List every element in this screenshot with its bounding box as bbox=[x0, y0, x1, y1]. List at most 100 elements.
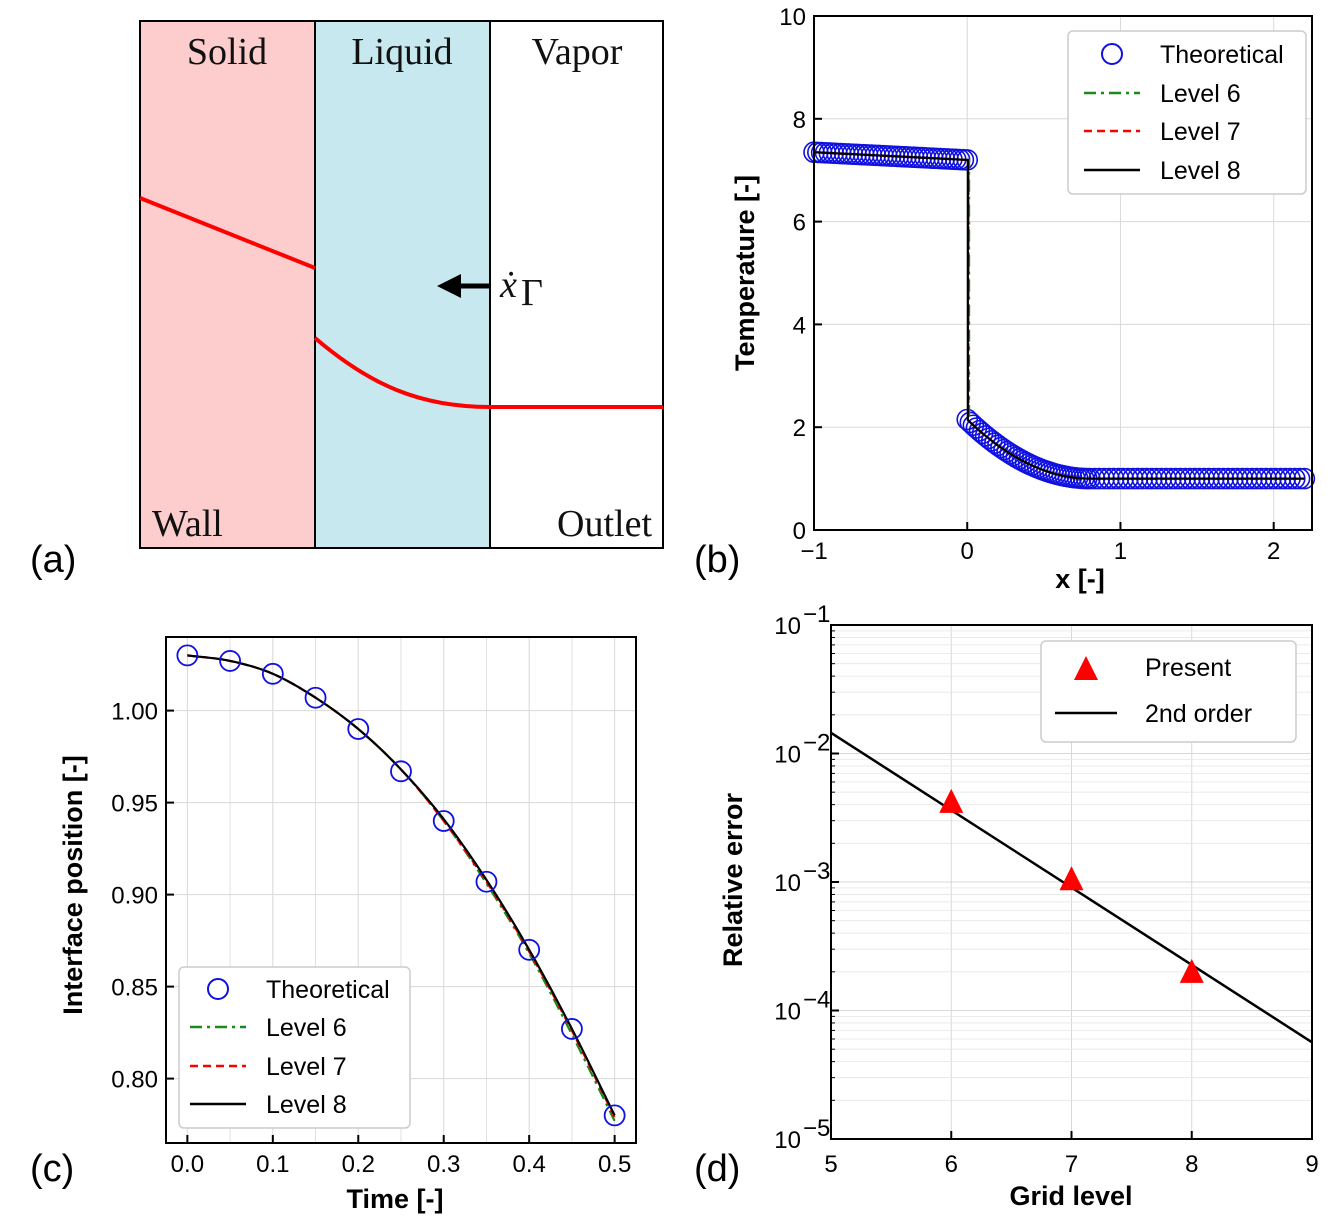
outlet-label: Outlet bbox=[557, 503, 652, 545]
panel-d-x-tick-label: 9 bbox=[1305, 1151, 1318, 1178]
panel-d-legend: Present 2nd order bbox=[1040, 640, 1297, 743]
panel-c-y-tick-label: 0.85 bbox=[111, 975, 158, 1002]
theoretical-marker bbox=[261, 662, 284, 685]
theoretical-marker bbox=[603, 1104, 626, 1127]
theoretical-marker bbox=[390, 760, 412, 783]
theoretical-marker bbox=[561, 1018, 583, 1040]
panel-c-interface-chart: 0.0 0.1 0.2 0.3 0.4 0.5 0.80 0.85 0.90 0.95 1.00 T… bbox=[30, 636, 637, 1214]
legend-level7-label: Level 7 bbox=[1160, 118, 1241, 146]
panel-c-y-tick-label: 0.95 bbox=[111, 791, 158, 818]
panel-c-legend: Theoretical Level 6 Level 7 Level 8 bbox=[178, 966, 411, 1129]
interface-velocity-label: ẋ bbox=[499, 264, 517, 306]
panel-b-frame bbox=[813, 15, 1313, 531]
panel-b-y-tick-label: 8 bbox=[793, 107, 806, 134]
panel-d-data-marks bbox=[830, 731, 1313, 1044]
panel-a-frame bbox=[139, 20, 664, 549]
legend-present-marker bbox=[1074, 656, 1098, 680]
panel-d-y-tick-label: 10 bbox=[774, 1127, 801, 1154]
legend-level8-label: Level 8 bbox=[266, 1091, 347, 1119]
panel-c-x-tick-label: 0.2 bbox=[342, 1151, 375, 1178]
panel-d-ticks: 5 6 7 8 910−510−410−310−210−1 bbox=[774, 601, 1318, 1178]
panel-b-y-tick-label: 4 bbox=[793, 312, 806, 339]
present-marker bbox=[1179, 958, 1204, 983]
panel-d-y-tick-label: 10 bbox=[774, 613, 801, 640]
panel-b-y-tick-label: 2 bbox=[793, 415, 806, 442]
panel-d-x-tick-label: 7 bbox=[1065, 1151, 1078, 1178]
panel-b-xlabel: x [-] bbox=[1055, 564, 1105, 594]
panel-d-x-tick-label: 8 bbox=[1185, 1151, 1198, 1178]
panel-c-y-tick-label: 0.90 bbox=[111, 883, 158, 910]
panel-d-ylabel: Relative error bbox=[718, 792, 748, 967]
panel-c-x-tick-label: 0.4 bbox=[512, 1151, 545, 1178]
legend-level7-label: Level 7 bbox=[266, 1053, 347, 1081]
legend-level6-label: Level 6 bbox=[1160, 80, 1241, 108]
panel-d-legend-box bbox=[1040, 640, 1297, 743]
solid-temperature-profile bbox=[139, 196, 316, 270]
panel-c-ticks: 0.0 0.1 0.2 0.3 0.4 0.5 0.80 0.85 0.90 0.95 1.00 bbox=[111, 699, 631, 1178]
legend-2nd-order-label: 2nd order bbox=[1145, 700, 1252, 728]
theoretical-marker bbox=[518, 938, 541, 961]
panel-b-ylabel: Temperature [-] bbox=[730, 175, 760, 371]
theoretical-marker bbox=[347, 718, 370, 740]
wall-label: Wall bbox=[152, 503, 223, 545]
liquid-temperature-profile bbox=[313, 336, 491, 409]
panel-c-label: (c) bbox=[30, 1148, 74, 1190]
panel-c-xlabel: Time [-] bbox=[346, 1184, 443, 1214]
panel-c-x-tick-label: 0.0 bbox=[171, 1151, 204, 1178]
theoretical-marker bbox=[176, 644, 199, 667]
panel-c-frame bbox=[165, 636, 637, 1144]
interface-velocity-arrow bbox=[437, 274, 490, 298]
panel-d-x-tick-label: 6 bbox=[945, 1151, 958, 1178]
panel-c-ylabel: Interface position [-] bbox=[58, 755, 88, 1015]
present-marker bbox=[939, 788, 964, 813]
panel-c-x-tick-label: 0.1 bbox=[256, 1151, 289, 1178]
present-marker bbox=[1059, 866, 1084, 891]
panel-d-y-tick-exponent: −1 bbox=[803, 601, 830, 628]
level6-line bbox=[187, 654, 616, 1122]
theoretical-marker bbox=[432, 810, 455, 832]
legend-theoretical-label: Theoretical bbox=[1160, 41, 1284, 69]
theoretical-marker bbox=[304, 686, 327, 709]
panel-b-legend-box bbox=[1067, 30, 1307, 195]
panel-a-label: (a) bbox=[30, 539, 76, 581]
left-arrow-icon bbox=[437, 274, 461, 298]
panel-c-legend-box bbox=[178, 966, 411, 1129]
solid-region bbox=[140, 21, 315, 548]
theoretical-marker bbox=[475, 870, 498, 893]
vapor-region bbox=[490, 21, 663, 548]
panel-b-legend: Theoretical Level 6 Level 7 Level 8 bbox=[1067, 30, 1307, 195]
panel-d-y-tick-label: 10 bbox=[774, 742, 801, 769]
panel-c-y-tick-label: 1.00 bbox=[111, 699, 158, 726]
panel-d-xlabel: Grid level bbox=[1009, 1181, 1132, 1211]
panel-d-y-tick-exponent: −5 bbox=[803, 1115, 830, 1142]
panel-b-x-tick-label: −1 bbox=[800, 538, 827, 565]
vapor-label: Vapor bbox=[532, 31, 623, 73]
panel-d-error-chart: 5 6 7 8 910−510−410−310−210−1 Grid level Rel… bbox=[694, 601, 1319, 1211]
panel-d-y-tick-label: 10 bbox=[774, 870, 801, 897]
level7-line bbox=[813, 151, 1305, 480]
liquid-label: Liquid bbox=[351, 31, 452, 73]
theoretical-marker bbox=[219, 650, 241, 672]
interface-velocity-subscript: Γ bbox=[521, 272, 543, 314]
panel-b-data-marks bbox=[803, 141, 1316, 490]
level6-line bbox=[813, 151, 1305, 480]
panel-d-y-tick-exponent: −2 bbox=[803, 730, 830, 757]
legend-theoretical-label: Theoretical bbox=[266, 976, 390, 1004]
panel-b-y-tick-label: 10 bbox=[779, 4, 806, 31]
level8-line bbox=[187, 654, 616, 1116]
panel-d-y-tick-exponent: −4 bbox=[803, 987, 830, 1014]
legend-level6-label: Level 6 bbox=[266, 1014, 347, 1042]
panel-c-x-tick-label: 0.5 bbox=[598, 1151, 631, 1178]
panel-c-x-tick-label: 0.3 bbox=[427, 1151, 460, 1178]
panel-b-label: (b) bbox=[694, 539, 740, 581]
legend-level8-label: Level 8 bbox=[1160, 157, 1241, 185]
panel-d-y-tick-label: 10 bbox=[774, 999, 801, 1026]
legend-theoretical-marker bbox=[1101, 43, 1123, 65]
legend-present-label: Present bbox=[1145, 654, 1231, 682]
panel-b-x-tick-label: 0 bbox=[961, 538, 974, 565]
level8-line bbox=[813, 151, 1305, 480]
panel-b-x-tick-label: 2 bbox=[1267, 538, 1280, 565]
